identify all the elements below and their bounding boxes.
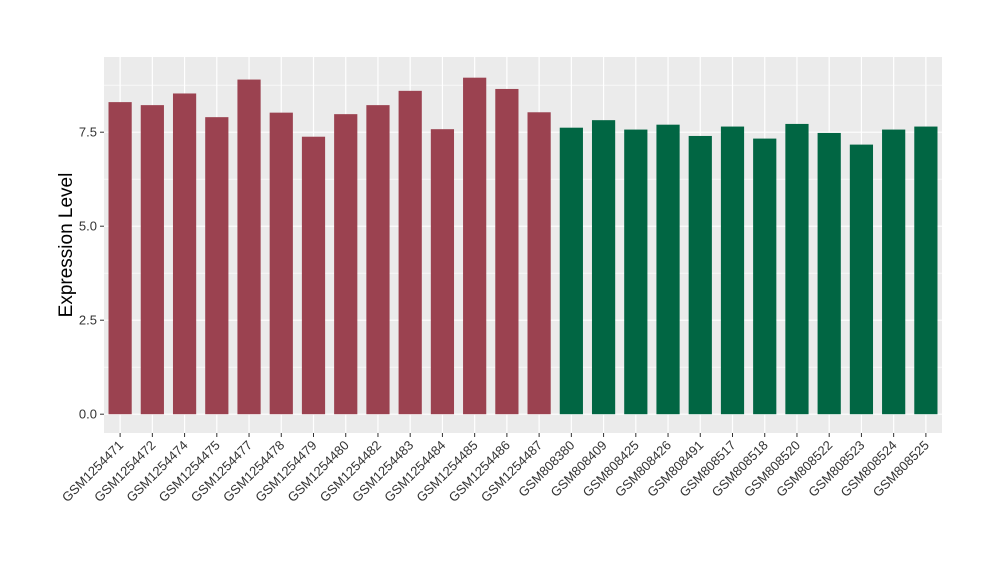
- y-tick-label: 7.5: [79, 125, 97, 140]
- bar-GSM1254477: [237, 79, 261, 415]
- x-axis: GSM1254471GSM1254472GSM1254474GSM1254475…: [59, 433, 932, 505]
- y-tick-label: 5.0: [79, 219, 97, 234]
- y-tick-label: 0.0: [79, 407, 97, 422]
- bar-GSM1254471: [108, 102, 132, 415]
- bar-GSM1254479: [301, 136, 326, 415]
- bar-GSM808409: [591, 120, 616, 415]
- bar-GSM1254483: [398, 90, 422, 415]
- bar-GSM1254486: [495, 88, 519, 415]
- bar-GSM808425: [624, 129, 648, 415]
- bar-GSM1254478: [269, 112, 293, 415]
- y-axis-title: Expression Level: [56, 173, 77, 318]
- bar-GSM1254472: [140, 105, 164, 415]
- bar-GSM1254487: [527, 112, 551, 415]
- bar-GSM1254480: [334, 114, 358, 415]
- bar-GSM808518: [753, 138, 777, 415]
- bar-GSM808517: [720, 126, 745, 415]
- bar-GSM1254475: [205, 117, 229, 415]
- y-axis: 0.0 2.5 5.0 7.5: [79, 125, 104, 422]
- bar-GSM808522: [817, 132, 841, 415]
- bar-GSM808520: [785, 123, 809, 415]
- plot-panel: [104, 57, 942, 433]
- bar-GSM808491: [688, 135, 712, 415]
- bar-GSM808380: [559, 127, 583, 415]
- bar-GSM808426: [656, 124, 680, 415]
- bar-GSM808524: [882, 129, 906, 415]
- bar-GSM1254474: [172, 93, 197, 415]
- y-tick-label: 2.5: [79, 313, 97, 328]
- bar-GSM1254485: [463, 77, 487, 415]
- bar-GSM808523: [849, 144, 874, 415]
- bars: [108, 77, 938, 415]
- bar-GSM1254484: [430, 129, 455, 415]
- bar-GSM808525: [914, 126, 938, 415]
- bar-GSM1254482: [366, 105, 390, 415]
